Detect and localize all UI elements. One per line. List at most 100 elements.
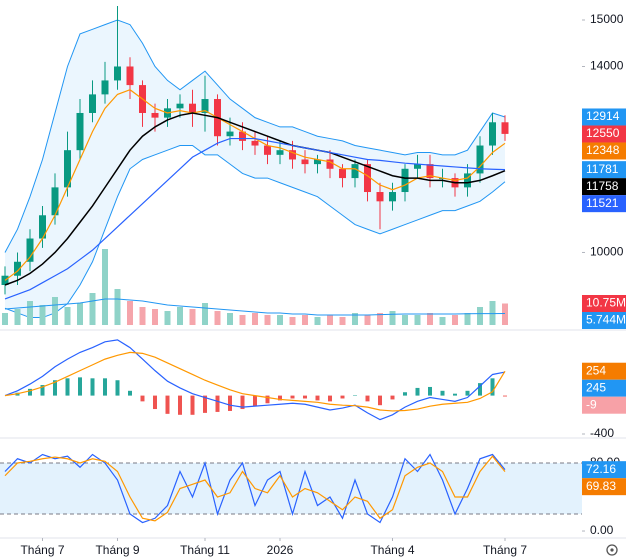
- volume-bar: [264, 315, 271, 325]
- volume-bar: [77, 303, 83, 325]
- volume-bar: [214, 311, 221, 325]
- histogram-bar: [328, 395, 332, 402]
- histogram-bar: [228, 395, 232, 411]
- candle-body: [101, 80, 109, 95]
- candle-body: [314, 159, 321, 165]
- settings-icon[interactable]: [606, 544, 618, 556]
- candle-body: [351, 164, 359, 179]
- candle-body: [189, 103, 196, 113]
- volume-bar: [102, 249, 108, 325]
- candle-body: [414, 164, 421, 169]
- volume-bar: [64, 307, 71, 325]
- last-value-box: [582, 142, 626, 160]
- histogram-bar: [465, 390, 470, 396]
- volume-bar: [352, 313, 358, 325]
- candle-body: [464, 173, 471, 188]
- candle-body: [239, 131, 246, 141]
- stoch-line: [4, 455, 506, 522]
- candle-body: [276, 150, 284, 155]
- last-value-box: [582, 161, 626, 179]
- candle-body: [64, 150, 71, 188]
- volume-bar: [164, 311, 171, 325]
- histogram-bar: [103, 378, 107, 396]
- candle-body: [289, 150, 296, 160]
- last-value-label: 11781: [586, 162, 619, 176]
- band-upper: [4, 19, 506, 253]
- volume-bar: [152, 309, 158, 325]
- histogram-bar: [240, 395, 245, 410]
- y-tick-label: 10000: [590, 245, 624, 259]
- volume-bar: [489, 301, 496, 325]
- volume-bar: [2, 313, 8, 325]
- candle-body: [114, 66, 121, 81]
- volume-bar: [114, 289, 121, 325]
- volume-bar: [277, 315, 283, 325]
- volume-bar: [427, 313, 433, 325]
- x-tick-label: Tháng 9: [95, 543, 139, 557]
- histogram-bar: [365, 395, 370, 402]
- last-value-label: 72.16: [586, 462, 616, 476]
- volume-bar: [39, 305, 46, 325]
- histogram-bar: [90, 378, 95, 396]
- histogram-bar: [390, 395, 395, 400]
- histogram-bar: [203, 395, 207, 413]
- volume-bar: [89, 293, 96, 325]
- x-tick-label: Tháng 11: [180, 543, 230, 557]
- candle-body: [339, 168, 346, 179]
- histogram-bar: [478, 383, 482, 396]
- band-lower: [4, 145, 506, 319]
- volume-bar: [52, 297, 58, 325]
- volume-bar: [177, 307, 183, 325]
- x-tick-label: Tháng 4: [370, 543, 414, 557]
- last-value-box: [582, 396, 626, 414]
- y-tick-label: -400: [590, 426, 614, 440]
- last-value-label: 11758: [586, 179, 619, 193]
- histogram-bar: [453, 393, 457, 396]
- last-value-label: 12348: [586, 143, 620, 157]
- candle-body: [14, 261, 21, 276]
- volume-bar: [364, 315, 371, 325]
- last-value-label: -9: [586, 397, 597, 411]
- last-value-label: 5.744M: [586, 313, 626, 327]
- last-value-label: 12914: [586, 109, 620, 123]
- indicator-line: [4, 137, 506, 300]
- macd-line: [4, 339, 506, 421]
- volume-bar: [14, 309, 21, 325]
- candle-body: [264, 145, 271, 155]
- x-tick-label: Tháng 7: [20, 543, 64, 557]
- histogram-bar: [115, 380, 120, 396]
- histogram-bar: [128, 390, 132, 396]
- candle-body: [364, 164, 371, 193]
- candle-body: [176, 103, 184, 109]
- indicator-line: [4, 112, 506, 286]
- volume-bar: [27, 301, 33, 325]
- volume-bar: [139, 307, 146, 325]
- volume-bar: [502, 303, 508, 325]
- candle-body: [51, 187, 59, 216]
- volume-bar: [202, 303, 208, 325]
- candle-body: [26, 238, 34, 262]
- candle-body: [389, 192, 396, 202]
- histogram-bar: [53, 380, 57, 396]
- candle-body: [426, 164, 434, 179]
- volume-bar: [414, 315, 421, 325]
- histogram-bar: [153, 395, 157, 410]
- candle-body: [126, 66, 134, 86]
- volume-bar: [302, 315, 308, 325]
- macd-line: [4, 351, 506, 412]
- last-value-box: [582, 362, 626, 380]
- candle-body: [476, 145, 484, 174]
- last-value-label: 10.75M: [586, 296, 626, 310]
- histogram-bar: [40, 385, 45, 396]
- candle-body: [151, 112, 159, 118]
- candle-body: [89, 94, 96, 113]
- last-value-box: [582, 178, 626, 196]
- volume-bar: [314, 317, 321, 325]
- last-value-box: [582, 312, 626, 329]
- histogram-bar: [28, 388, 32, 396]
- candle-body: [301, 159, 309, 165]
- candle-body: [326, 159, 334, 169]
- histogram-bar: [253, 395, 257, 407]
- volume-ma: [4, 298, 506, 316]
- volume-bar: [127, 301, 133, 325]
